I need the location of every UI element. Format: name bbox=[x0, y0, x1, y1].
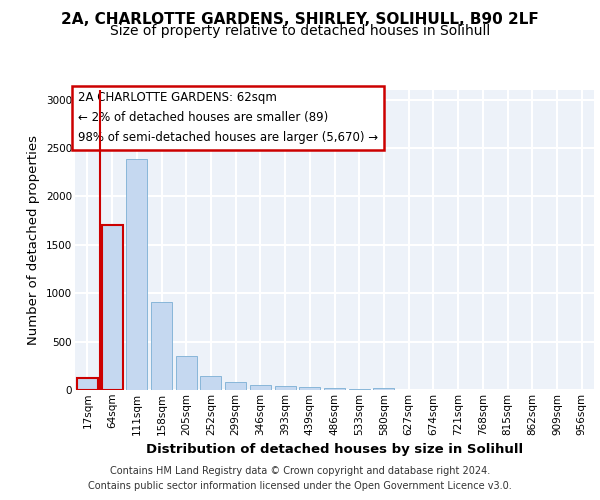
Text: 2A, CHARLOTTE GARDENS, SHIRLEY, SOLIHULL, B90 2LF: 2A, CHARLOTTE GARDENS, SHIRLEY, SOLIHULL… bbox=[61, 12, 539, 28]
Bar bbox=[275, 386, 296, 390]
Bar bbox=[101, 226, 122, 390]
Bar bbox=[299, 387, 320, 390]
Text: Size of property relative to detached houses in Solihull: Size of property relative to detached ho… bbox=[110, 24, 490, 38]
Bar bbox=[349, 389, 370, 390]
Bar bbox=[373, 388, 394, 390]
Bar bbox=[126, 158, 147, 390]
Y-axis label: Number of detached properties: Number of detached properties bbox=[28, 135, 40, 345]
Bar bbox=[324, 388, 345, 390]
Bar bbox=[200, 376, 221, 390]
Text: 2A CHARLOTTE GARDENS: 62sqm
← 2% of detached houses are smaller (89)
98% of semi: 2A CHARLOTTE GARDENS: 62sqm ← 2% of deta… bbox=[77, 92, 378, 144]
Bar bbox=[151, 302, 172, 390]
X-axis label: Distribution of detached houses by size in Solihull: Distribution of detached houses by size … bbox=[146, 443, 523, 456]
Text: Contains HM Land Registry data © Crown copyright and database right 2024.
Contai: Contains HM Land Registry data © Crown c… bbox=[88, 466, 512, 491]
Bar bbox=[225, 382, 246, 390]
Bar bbox=[176, 356, 197, 390]
Bar bbox=[250, 384, 271, 390]
Bar bbox=[77, 378, 98, 390]
